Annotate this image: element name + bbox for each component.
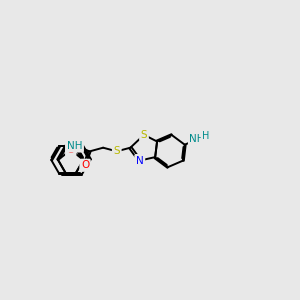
Text: NH: NH [67, 141, 83, 151]
Text: S: S [141, 130, 147, 140]
Text: S: S [113, 146, 120, 156]
Text: H: H [202, 130, 210, 141]
Text: N: N [136, 156, 144, 166]
Text: O: O [67, 145, 75, 155]
Text: O: O [81, 160, 89, 170]
Text: NH: NH [190, 134, 205, 144]
